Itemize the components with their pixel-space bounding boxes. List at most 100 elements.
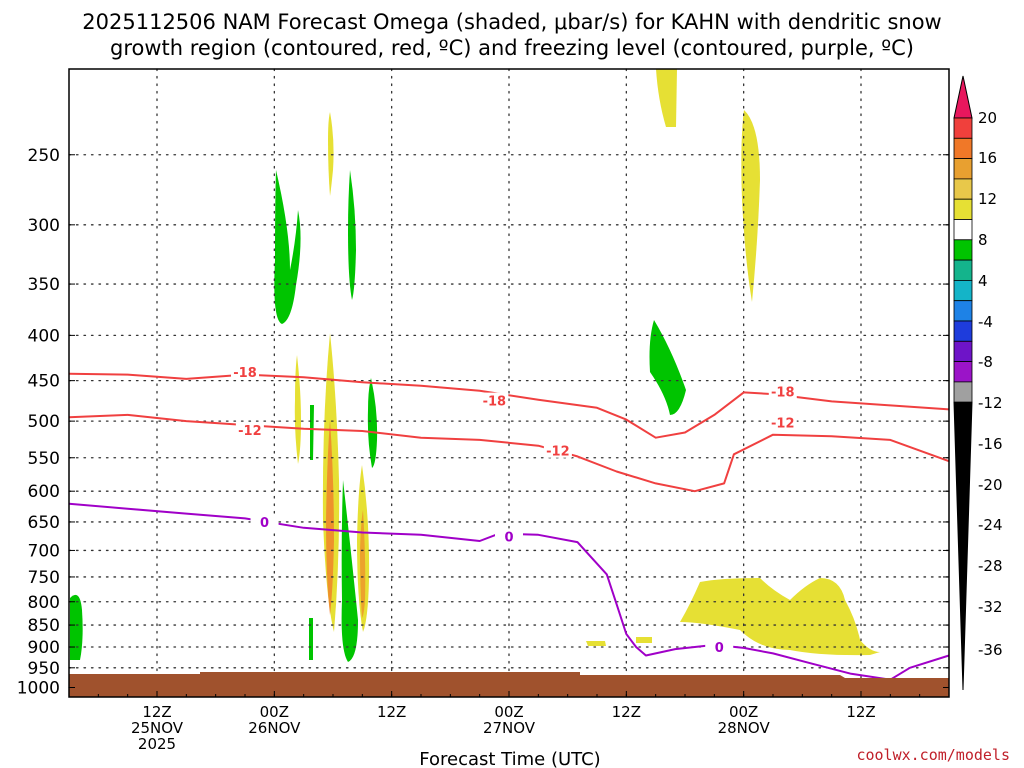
vertical-gridlines bbox=[156, 68, 862, 698]
x-tick-label: 27NOV bbox=[483, 719, 536, 737]
omega-area-green-3 bbox=[367, 378, 378, 468]
x-tick-label: 12Z bbox=[612, 703, 641, 721]
y-tick-label: 500 bbox=[28, 412, 60, 432]
contour-label-bg bbox=[250, 513, 279, 529]
omega-area-green-6 bbox=[309, 618, 313, 660]
x-tick-label: 26NOV bbox=[248, 719, 301, 737]
contour-label-bg bbox=[705, 639, 734, 655]
y-tick-label: 250 bbox=[28, 146, 60, 166]
colorbar-label: -20 bbox=[978, 476, 1003, 494]
colorbar-segment-4 bbox=[953, 198, 973, 220]
omega-area-green-4 bbox=[341, 480, 358, 662]
colorbar-segment-6 bbox=[953, 239, 973, 261]
contour-label: 0 bbox=[715, 641, 724, 656]
x-tick-label: 00Z bbox=[494, 703, 523, 721]
colorbar-segment-2 bbox=[953, 158, 973, 180]
colorbar: 20 16 12 8 4 -4 -8 -12 -16 -20 -24 -28 -32 -36 bbox=[953, 75, 1003, 691]
y-tick-label: 850 bbox=[28, 616, 60, 636]
contour-label: -18 bbox=[233, 366, 257, 381]
contour-lines: -18 -18 -18 -12 -12 -12 0 0 0 bbox=[68, 364, 950, 681]
x-tick-label: 00Z bbox=[260, 703, 289, 721]
credit-text: coolwx.com/models bbox=[856, 746, 1010, 764]
colorbar-segment-5 bbox=[953, 219, 973, 241]
omega-area-yellow-8 bbox=[586, 641, 606, 646]
colorbar-bottom-arrow bbox=[953, 401, 973, 691]
contour-label-bg bbox=[480, 392, 509, 408]
y-tick-label: 300 bbox=[28, 216, 60, 236]
contour-label-bg bbox=[768, 383, 797, 399]
colorbar-label: -32 bbox=[978, 598, 1003, 616]
contour-label: -12 bbox=[771, 417, 795, 432]
colorbar-label: -12 bbox=[978, 394, 1003, 412]
colorbar-segment-13 bbox=[953, 381, 973, 403]
contour-label-bg bbox=[231, 364, 259, 380]
colorbar-segment-0 bbox=[953, 117, 973, 139]
omega-area-orange-2 bbox=[360, 510, 366, 618]
contour-label-bg bbox=[543, 442, 572, 458]
colorbar-segment-10 bbox=[953, 320, 973, 342]
y-tick-label: 750 bbox=[28, 568, 60, 588]
y-tick-label: 400 bbox=[28, 326, 60, 346]
y-tick-label: 800 bbox=[28, 593, 60, 613]
colorbar-label: -16 bbox=[978, 435, 1003, 453]
y-tick-label: 600 bbox=[28, 482, 60, 502]
colorbar-segment-3 bbox=[953, 178, 973, 200]
contour-line-0 bbox=[68, 502, 950, 681]
contour-label: 0 bbox=[504, 530, 513, 545]
contour-label: -18 bbox=[771, 386, 795, 401]
contour-label: -12 bbox=[238, 424, 262, 439]
colorbar-label: -8 bbox=[978, 353, 993, 371]
colorbar-label: 8 bbox=[978, 231, 988, 249]
colorbar-label: 16 bbox=[978, 149, 997, 167]
colorbar-label: -36 bbox=[978, 641, 1003, 659]
colorbar-label: -4 bbox=[978, 313, 993, 331]
omega-area-green-2 bbox=[348, 170, 356, 300]
omega-area-green-8 bbox=[649, 320, 686, 415]
colorbar-label: 4 bbox=[978, 272, 988, 290]
chart-title-line-1: 2025112506 NAM Forecast Omega (shaded, μ… bbox=[82, 10, 941, 34]
omega-area-green-5 bbox=[310, 405, 314, 460]
y-tick-label: 350 bbox=[28, 275, 60, 295]
colorbar-segment-12 bbox=[953, 361, 973, 383]
colorbar-top-arrow bbox=[953, 75, 973, 119]
omega-area-yellow-2 bbox=[294, 355, 301, 464]
y-tick-label: 700 bbox=[28, 541, 60, 561]
y-tick-label: 650 bbox=[28, 513, 60, 533]
contour-label-bg bbox=[495, 528, 523, 544]
terrain bbox=[69, 672, 949, 697]
colorbar-label: 20 bbox=[978, 109, 997, 127]
omega-area-yellow-7 bbox=[680, 578, 880, 656]
omega-shading bbox=[70, 69, 880, 662]
y-tick-label: 900 bbox=[28, 638, 60, 658]
x-axis-label: Forecast Time (UTC) bbox=[419, 749, 600, 768]
y-tick-label: 1000 bbox=[17, 679, 60, 699]
y-tick-label: 450 bbox=[28, 372, 60, 392]
omega-area-green-1 bbox=[274, 170, 301, 324]
x-tick-label: 2025 bbox=[138, 735, 176, 753]
colorbar-label: -24 bbox=[978, 516, 1003, 534]
colorbar-segment-7 bbox=[953, 259, 973, 281]
colorbar-label: -28 bbox=[978, 557, 1003, 575]
contour-label-bg bbox=[235, 422, 264, 438]
contour-label: 0 bbox=[260, 516, 269, 531]
y-axis: 2503003504004505005506006507007508008509… bbox=[17, 146, 949, 699]
x-tick-label: 28NOV bbox=[718, 719, 771, 737]
y-tick-label: 950 bbox=[28, 659, 60, 679]
omega-area-green-7 bbox=[70, 594, 83, 660]
omega-area-yellow-5 bbox=[656, 69, 677, 127]
colorbar-segment-9 bbox=[953, 300, 973, 322]
omega-area-yellow-6 bbox=[741, 110, 760, 302]
x-tick-label: 12Z bbox=[142, 703, 171, 721]
x-tick-label: 00Z bbox=[729, 703, 758, 721]
y-tick-label: 550 bbox=[28, 449, 60, 469]
contour-label: -18 bbox=[483, 395, 507, 410]
contour-label: -12 bbox=[546, 445, 570, 460]
x-tick-label: 12Z bbox=[377, 703, 406, 721]
colorbar-segment-8 bbox=[953, 279, 973, 302]
colorbar-label: 12 bbox=[978, 190, 997, 208]
omega-area-yellow-9 bbox=[636, 637, 652, 643]
colorbar-segment-11 bbox=[953, 340, 973, 362]
contour-label-bg bbox=[768, 414, 797, 430]
